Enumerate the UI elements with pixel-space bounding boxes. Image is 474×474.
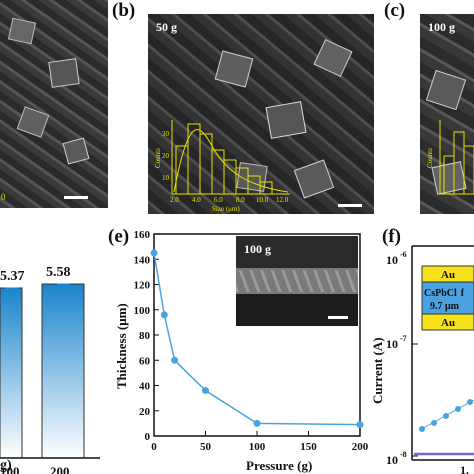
sem-tag-c: 100 g (428, 20, 455, 34)
e-ytick-label: 40 (139, 381, 151, 393)
device-au-bottom-label: Au (441, 317, 455, 329)
panel-d-xlabel: g) (0, 458, 12, 473)
e-xtick-label: 0 (151, 441, 157, 453)
panel-a-tick-label: 0 (1, 192, 6, 202)
e-ytick-label: 100 (134, 305, 151, 317)
f-ytick-exp: -8 (400, 450, 407, 459)
e-ytick-label: 20 (139, 406, 151, 418)
sem-crystal-grain (313, 38, 353, 78)
hist-bar (443, 155, 455, 195)
f-ytick-label: 10 (386, 337, 398, 351)
bar-100 (0, 287, 23, 459)
histogram-inset-b: Counts 30 20 10 2.0 4.0 6.0 8.0 10.0 12.… (154, 120, 290, 213)
e-xlabel: Pressure (g) (246, 458, 312, 473)
bar-category-label: 200 (50, 464, 70, 474)
histogram-inset-c: Counts (426, 120, 474, 195)
hist-bar (175, 145, 189, 195)
hist-ytick: 10 (162, 174, 170, 182)
hist-fit-curve (173, 129, 289, 193)
bar-value-label: 5.37 (0, 269, 25, 284)
f-ytick-label: 10 (386, 253, 398, 267)
hist-xlabel: Size (μm) (212, 205, 240, 213)
f-ylabel: Current (A) (370, 337, 385, 404)
sem-crystal-grain (48, 58, 80, 88)
hist-xtick: 12.0 (276, 196, 289, 204)
f-xtick-partial: 1. (460, 463, 469, 474)
hist-bar (259, 181, 273, 195)
e-ylabel: Thickness (μm) (114, 303, 129, 389)
inset-tag-e: 100 g (244, 242, 271, 256)
scale-bar (64, 196, 88, 199)
sem-crystal-grain (425, 69, 467, 111)
f-data-point (431, 420, 437, 426)
panel-label-c: (c) (384, 0, 406, 21)
bar-chart-d: 5.37 5.58 100 200 (0, 265, 100, 474)
device-perovskite-label: CsPbCl f (424, 288, 465, 299)
f-data-point (467, 399, 473, 405)
sem-image-c: 100 g (420, 14, 474, 214)
sem-crystal-grain (16, 106, 50, 138)
e-data-point (202, 387, 209, 395)
hist-bar (235, 167, 249, 195)
hist-xtick: 2.0 (170, 196, 179, 204)
hist-xtick: 6.0 (214, 196, 223, 204)
e-data-point (171, 356, 179, 364)
scale-bar (328, 316, 348, 319)
e-data-point (356, 421, 364, 429)
thickness-pressure-chart: 0 20 40 60 80 100 120 140 160 0 50 100 150 200 Thickn… (114, 229, 369, 473)
hist-xtick: 4.0 (192, 196, 201, 204)
current-chart: 10 -6 10 -7 10 -8 Current (A) 1. Au CsPb… (370, 245, 474, 474)
e-ytick-label: 160 (134, 229, 151, 241)
hist-bar (453, 131, 465, 195)
hist-xtick: 8.0 (236, 196, 245, 204)
sem-tag-b: 50 g (156, 20, 177, 34)
scale-bar (338, 204, 362, 207)
e-ytick-label: 80 (139, 330, 151, 342)
e-series-line (153, 252, 361, 426)
e-xtick-label: 50 (200, 441, 212, 453)
e-ytick-label: 120 (134, 280, 151, 292)
bar-category-label: 100 (0, 464, 20, 474)
device-au-top-label: Au (441, 269, 455, 281)
device-perovskite (421, 281, 474, 315)
e-xtick-label: 200 (352, 441, 369, 453)
f-data-point (455, 406, 461, 412)
panel-label-b: (b) (112, 0, 136, 21)
bar-200 (41, 283, 85, 459)
e-ytick-label: 140 (134, 254, 151, 266)
device-thickness-label: 9.7 μm (430, 301, 460, 312)
device-au-bottom (421, 313, 474, 331)
f-ytick-label: 10 (386, 453, 398, 467)
e-ytick-label: 60 (139, 355, 151, 367)
film-layer-texture (236, 270, 358, 292)
hist-ytick: 20 (162, 152, 170, 160)
e-xtick-label: 100 (249, 441, 266, 453)
cross-section-inset-e: 100 g (236, 236, 358, 326)
f-data-point (419, 426, 425, 432)
f-ytick-exp: -6 (400, 250, 407, 259)
hist-ylabel: Counts (154, 148, 162, 168)
hist-bar (187, 123, 201, 195)
hist-bar (211, 149, 225, 195)
panel-label-f: (f) (382, 226, 401, 247)
sem-crystal-grain (293, 159, 335, 199)
sem-crystal-grain (62, 137, 90, 165)
f-data-point (443, 413, 449, 419)
e-ytick-label: 0 (145, 431, 151, 443)
hist-ylabel: Counts (426, 148, 434, 168)
hist-ytick: 30 (162, 130, 170, 138)
hist-xtick: 10.0 (256, 196, 269, 204)
hist-bar (463, 145, 474, 195)
sem-crystal-grain (7, 17, 37, 45)
e-xtick-label: 150 (300, 441, 317, 453)
panel-label-e: (e) (108, 226, 130, 247)
sem-crystal-grain (214, 50, 254, 88)
f-ytick-exp: -7 (400, 334, 407, 343)
sem-image-b: 50 g (148, 14, 374, 214)
e-data-point (150, 249, 158, 257)
e-data-point (160, 311, 168, 319)
sem-image-a (0, 0, 108, 208)
bar-value-label: 5.58 (46, 265, 71, 280)
e-data-point (253, 419, 261, 427)
